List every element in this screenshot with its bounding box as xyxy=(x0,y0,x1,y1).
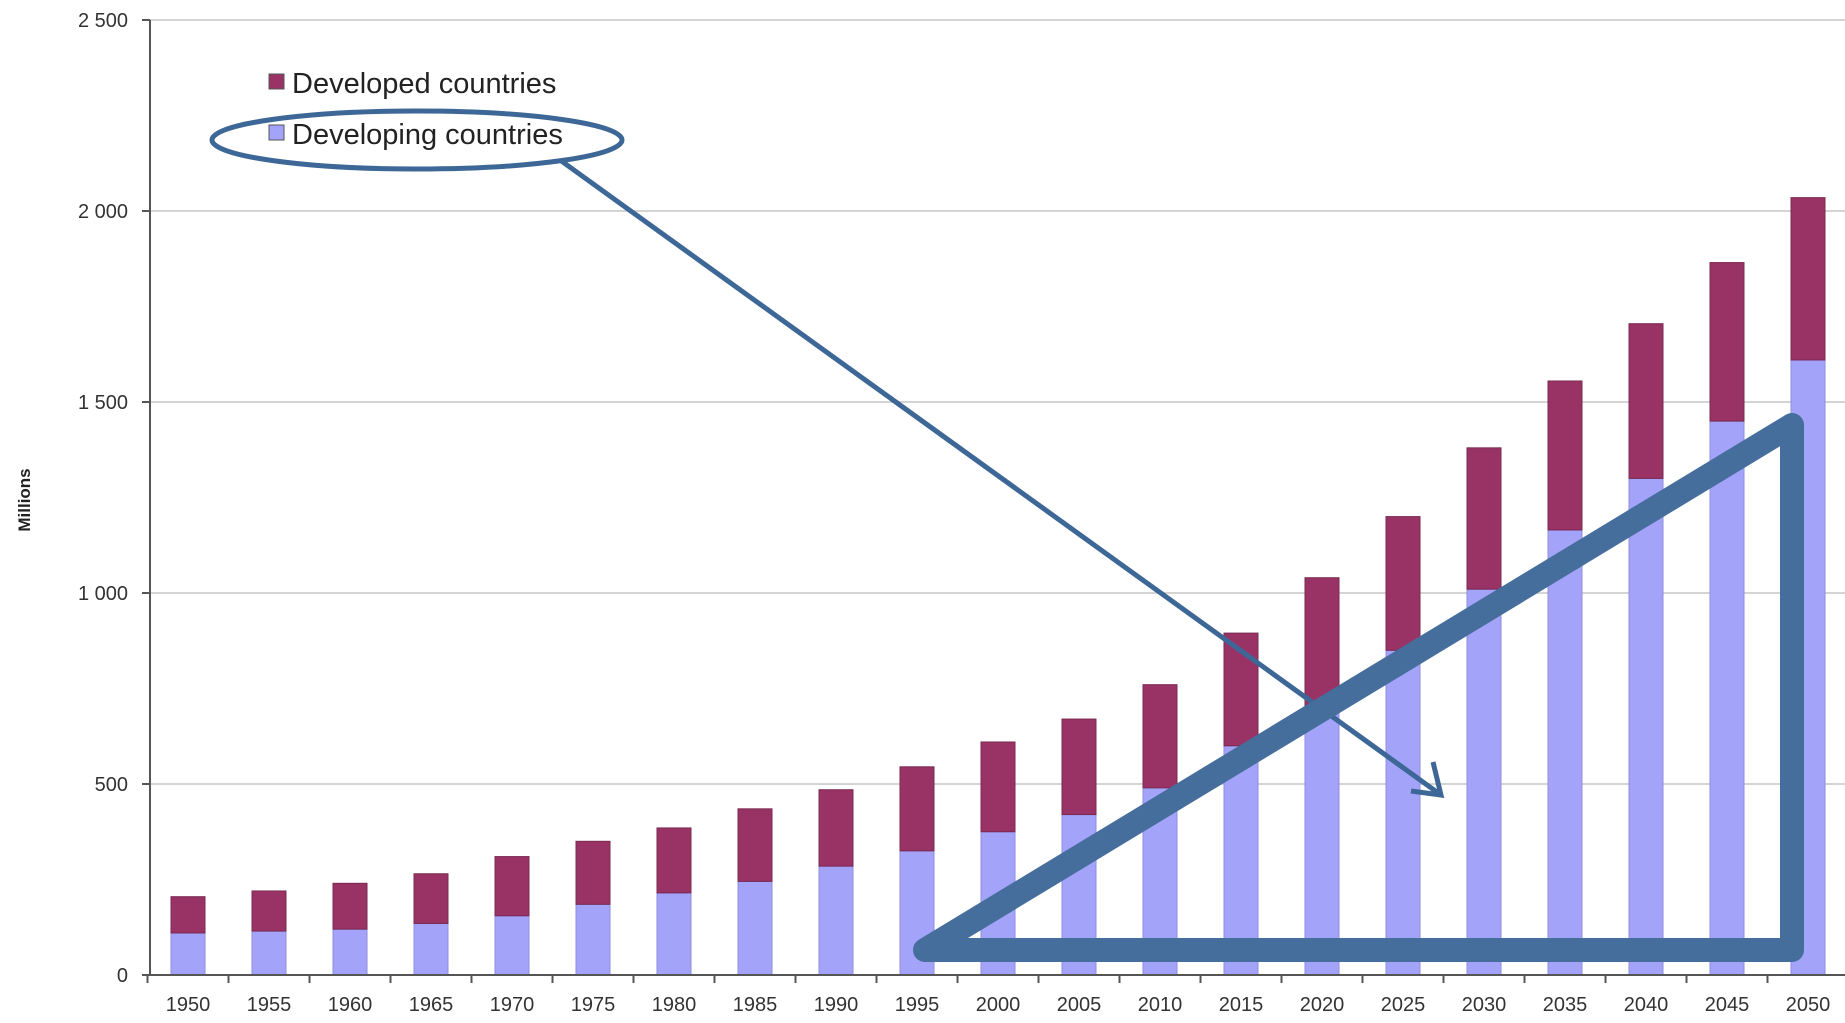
bar-developed-2035 xyxy=(1547,380,1583,531)
y-tick-label: 2 500 xyxy=(78,10,128,32)
x-tick-label: 1950 xyxy=(166,994,211,1016)
bar-developing-1975 xyxy=(575,903,611,976)
bar-developed-2000 xyxy=(980,741,1016,833)
x-tick-label: 2050 xyxy=(1786,994,1831,1016)
bar-developing-2015 xyxy=(1223,745,1259,976)
x-tick-label: 1980 xyxy=(652,994,697,1016)
y-tick-label: 1 500 xyxy=(78,392,128,414)
bar-developed-2030 xyxy=(1466,447,1502,590)
bar-developing-1965 xyxy=(413,922,449,976)
bar-developed-1970 xyxy=(494,856,530,917)
bar-developed-1960 xyxy=(332,882,368,930)
x-tick-label: 1965 xyxy=(409,994,454,1016)
x-tick-label: 2010 xyxy=(1138,994,1183,1016)
x-tick-label: 1955 xyxy=(247,994,292,1016)
bar-developing-1990 xyxy=(818,865,854,976)
bar-developing-2020 xyxy=(1304,707,1340,976)
y-tick-label: 0 xyxy=(117,965,128,987)
y-tick-label: 500 xyxy=(95,774,128,796)
bar-developed-1995 xyxy=(899,766,935,852)
bar-developed-2005 xyxy=(1061,718,1097,816)
bar-developed-1950 xyxy=(170,896,206,934)
y-axis-label: Millions xyxy=(15,468,34,531)
x-tick-label: 1985 xyxy=(733,994,778,1016)
x-tick-label: 2035 xyxy=(1543,994,1588,1016)
bar-developing-1955 xyxy=(251,930,287,976)
bar-developing-1970 xyxy=(494,915,530,976)
x-tick-label: 2015 xyxy=(1219,994,1264,1016)
bar-developing-1950 xyxy=(170,932,206,976)
bar-developed-1965 xyxy=(413,873,449,924)
bar-developing-2030 xyxy=(1466,588,1502,976)
bar-developed-2025 xyxy=(1385,516,1421,651)
bar-developed-2010 xyxy=(1142,684,1178,789)
x-tick-label: 1990 xyxy=(814,994,859,1016)
bar-developing-1985 xyxy=(737,880,773,976)
arrow-head xyxy=(1410,761,1445,798)
highlight-ellipse xyxy=(209,108,625,172)
bar-developed-1975 xyxy=(575,840,611,905)
legend-label-developed: Developed countries xyxy=(292,68,556,100)
x-tick-label: 2005 xyxy=(1057,994,1102,1016)
legend-label-developing: Developing countries xyxy=(292,119,563,151)
legend: Developed countries Developing countries xyxy=(268,68,563,151)
bars xyxy=(170,197,1826,976)
x-tick-label: 2020 xyxy=(1300,994,1345,1016)
legend-swatch-developing xyxy=(268,124,285,141)
arrow-line xyxy=(558,157,1443,798)
bar-developed-2045 xyxy=(1709,262,1745,422)
x-tick-label: 1975 xyxy=(571,994,616,1016)
y-tick-label: 1 000 xyxy=(78,583,128,605)
x-tick-label: 1960 xyxy=(328,994,373,1016)
annotations xyxy=(209,108,1804,962)
growth-triangle xyxy=(913,413,1804,962)
bar-developed-1955 xyxy=(251,890,287,932)
bar-developing-2040 xyxy=(1628,477,1664,976)
x-tick-label: 1995 xyxy=(895,994,940,1016)
bar-developing-1980 xyxy=(656,892,692,976)
y-axis-ticks: 0 500 1 000 1 500 2 000 2 500 xyxy=(78,10,150,987)
legend-swatch-developed xyxy=(268,73,285,90)
bar-developing-2045 xyxy=(1709,420,1745,976)
y-tick-label: 2 000 xyxy=(78,201,128,223)
bar-developing-1960 xyxy=(332,928,368,976)
bar-developed-1985 xyxy=(737,808,773,882)
bar-developed-2040 xyxy=(1628,323,1664,479)
bar-developed-2020 xyxy=(1304,577,1340,709)
bar-developed-1980 xyxy=(656,827,692,894)
x-tick-label: 2025 xyxy=(1381,994,1426,1016)
bar-developing-2035 xyxy=(1547,529,1583,976)
x-tick-label: 2030 xyxy=(1462,994,1507,1016)
x-tick-label: 2000 xyxy=(976,994,1021,1016)
x-tick-label: 1970 xyxy=(490,994,535,1016)
bar-developing-2025 xyxy=(1385,649,1421,976)
x-tick-label: 2040 xyxy=(1624,994,1669,1016)
bar-developed-1990 xyxy=(818,789,854,867)
x-tick-label: 2045 xyxy=(1705,994,1750,1016)
bar-developed-2050 xyxy=(1790,197,1826,361)
x-axis-ticks: 1950 1955 1960 1965 1970 1975 1980 1985 1990 1995… xyxy=(146,975,1831,1016)
